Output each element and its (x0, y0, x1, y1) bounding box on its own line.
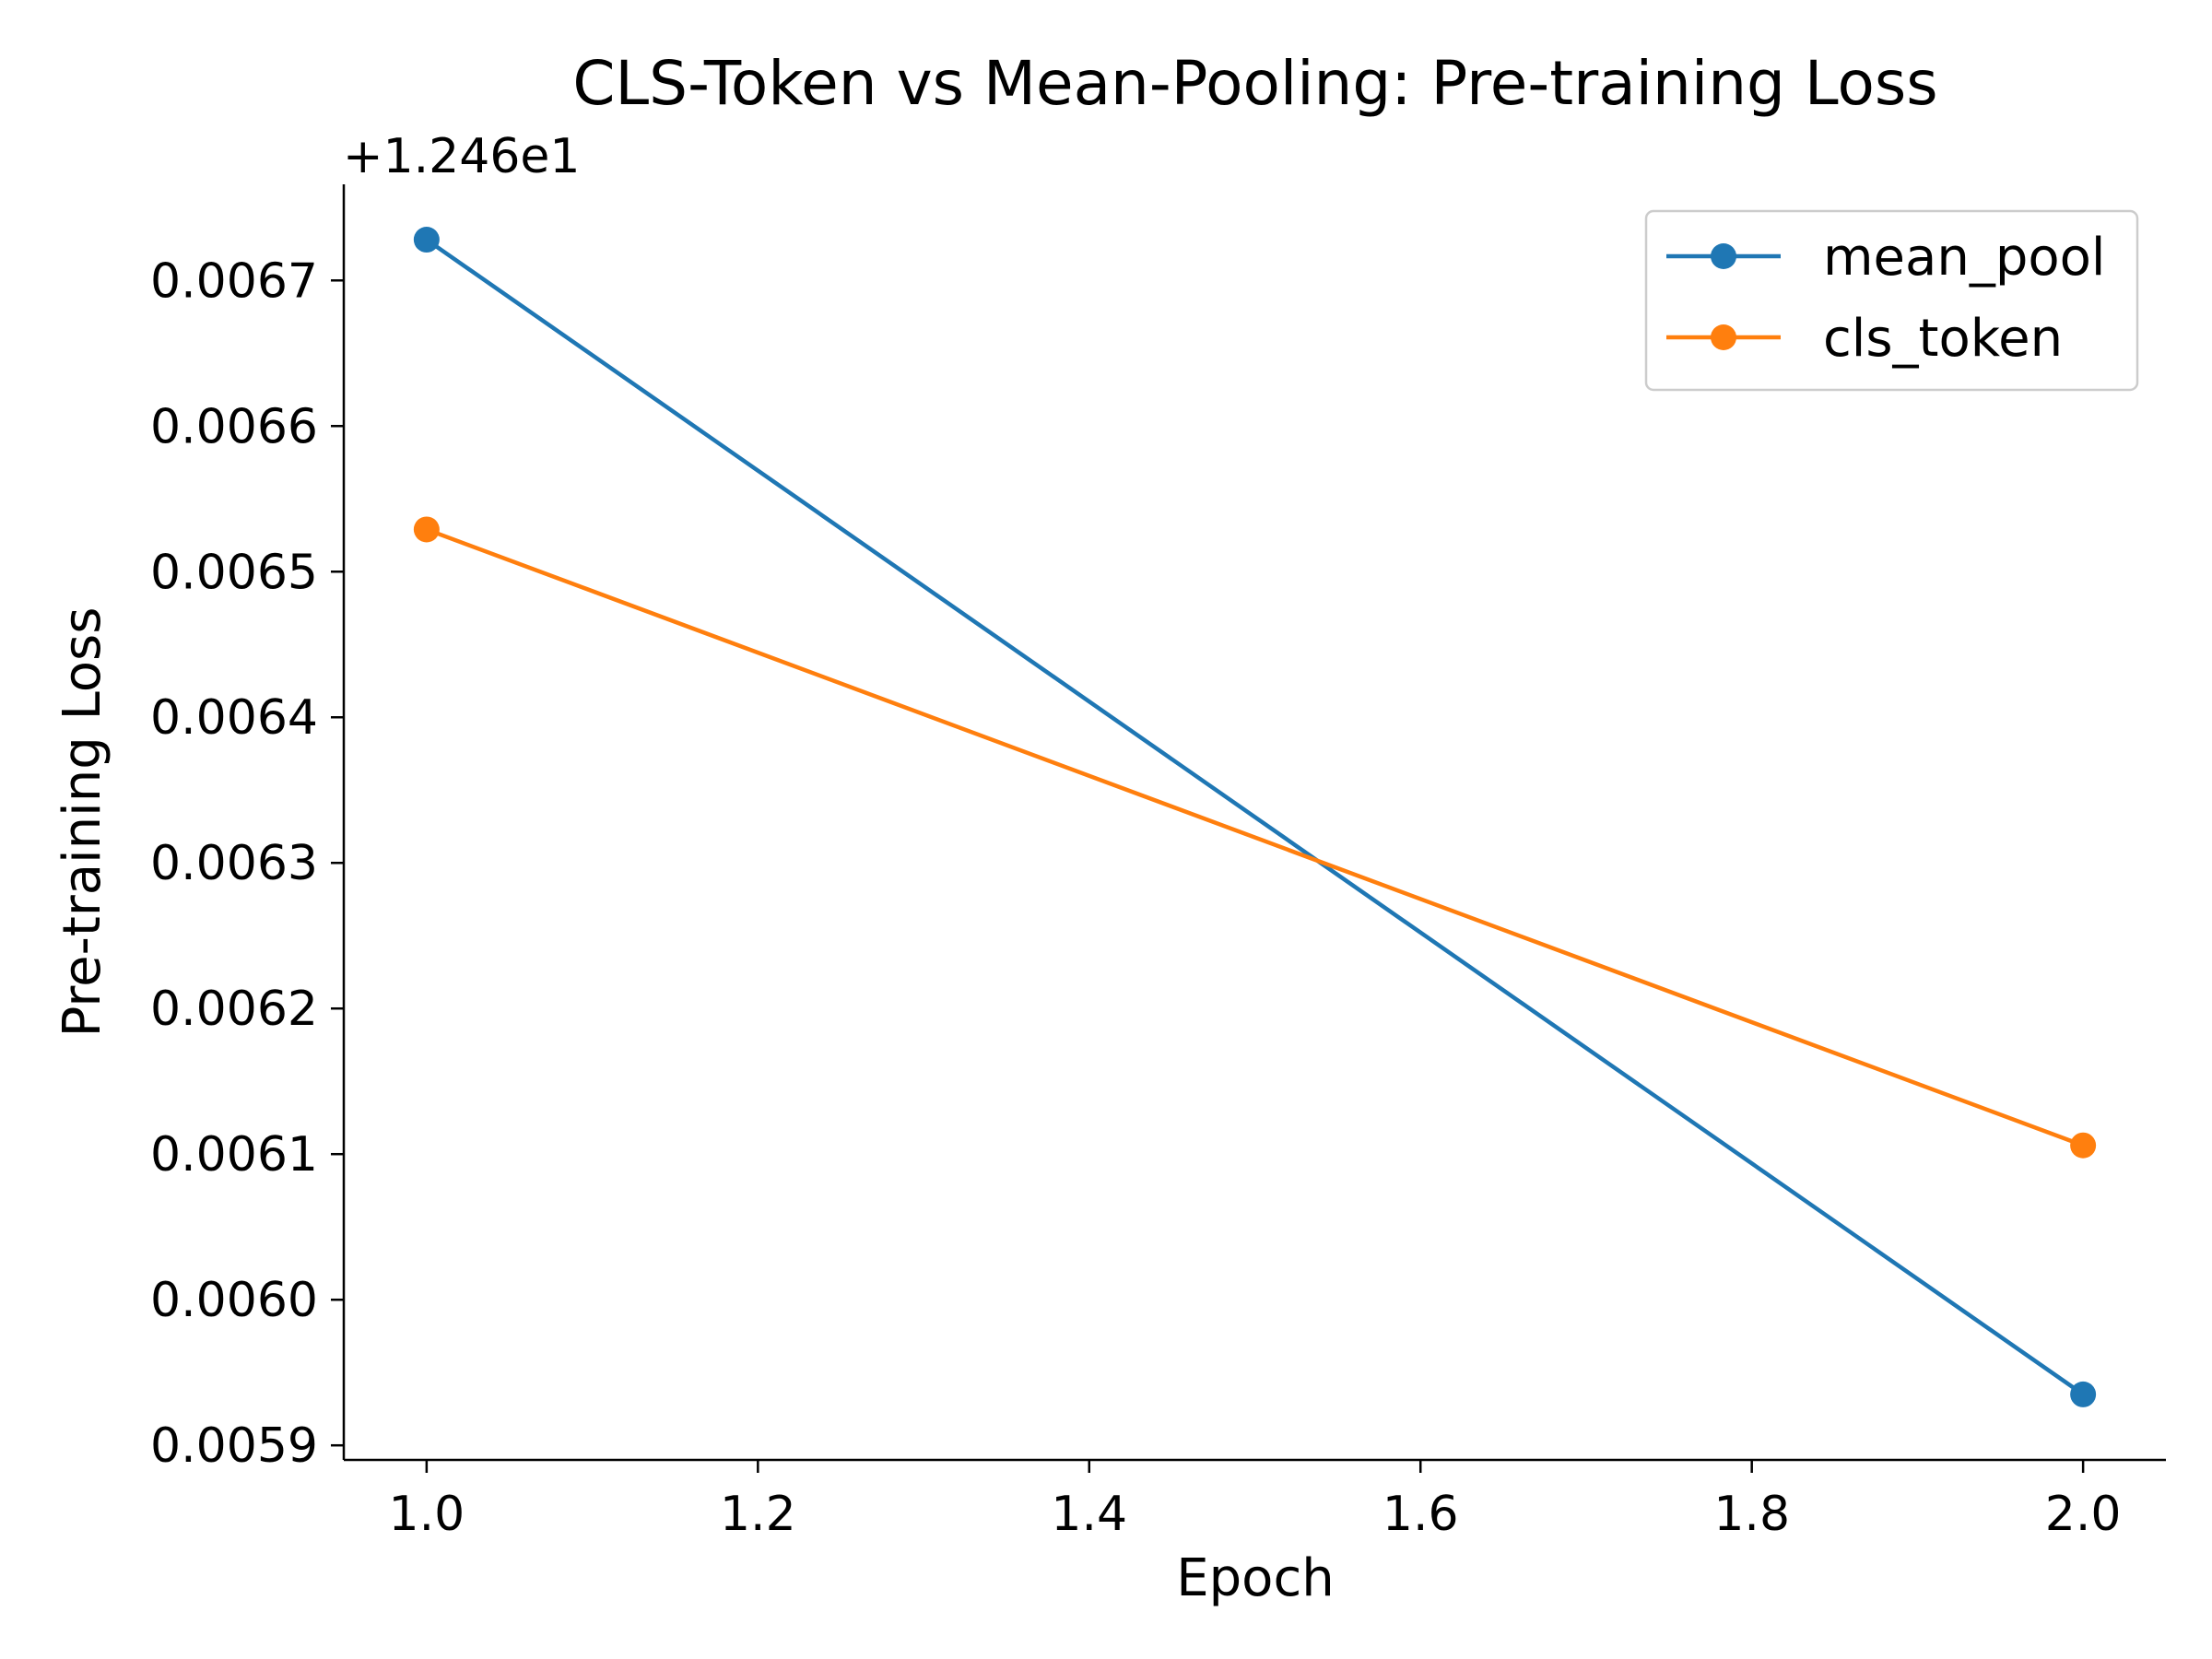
y-axis-offset-label: +1.246e1 (343, 129, 581, 184)
x-axis-title: Epoch (1176, 1548, 1334, 1608)
data-point-mean_pool (413, 227, 440, 253)
x-tick-label: 2.0 (2045, 1487, 2122, 1542)
legend: mean_pool cls_token (1644, 209, 2139, 392)
x-tick-label: 1.2 (720, 1487, 796, 1542)
legend-items: mean_pool cls_token (1666, 228, 2105, 369)
y-tick-label: 0.0062 (150, 982, 318, 1037)
series-layer (413, 227, 2097, 1407)
legend-marker-cls_token (1711, 324, 1736, 350)
data-point-mean_pool (2070, 1381, 2097, 1407)
series-line-cls_token (426, 527, 2084, 1147)
x-tick-label: 1.4 (1051, 1487, 1127, 1542)
legend-label-mean_pool: mean_pool (1823, 228, 2105, 288)
y-tick-label: 0.0066 (150, 399, 318, 454)
y-tick-label: 0.0063 (150, 836, 318, 891)
axes (342, 184, 2166, 1462)
chart-title: CLS-Token vs Mean-Pooling: Pre-training … (572, 48, 1937, 119)
x-ticks: 1.0 1.2 1.4 1.6 1.8 2.0 (389, 1460, 2122, 1542)
y-tick-label: 0.0059 (150, 1418, 318, 1474)
x-tick-label: 1.8 (1713, 1487, 1790, 1542)
y-tick-label: 0.0065 (150, 545, 318, 600)
legend-label-cls_token: cls_token (1823, 309, 2063, 369)
y-tick-label: 0.0061 (150, 1127, 318, 1182)
y-tick-label: 0.0064 (150, 690, 318, 746)
legend-marker-mean_pool (1711, 243, 1736, 269)
y-tick-label: 0.0060 (150, 1273, 318, 1328)
data-point-cls_token (2070, 1132, 2097, 1159)
series-line-mean_pool (425, 238, 2085, 1396)
x-tick-label: 1.0 (389, 1487, 465, 1542)
y-axis-title: Pre-training Loss (53, 607, 112, 1038)
x-tick-label: 1.6 (1382, 1487, 1459, 1542)
y-ticks: 0.0059 0.0060 0.0061 0.0062 0.0063 0.0064 0.00… (150, 253, 344, 1474)
data-point-cls_token (413, 516, 440, 543)
y-tick-label: 0.0067 (150, 253, 318, 309)
